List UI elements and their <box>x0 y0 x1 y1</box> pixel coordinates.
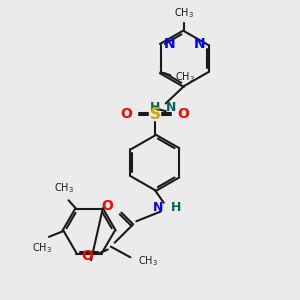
Text: O: O <box>178 107 189 121</box>
Text: N: N <box>194 37 205 51</box>
Text: H: H <box>171 201 181 214</box>
Text: N: N <box>166 101 176 114</box>
Text: CH$_3$: CH$_3$ <box>138 254 158 268</box>
Text: CH$_3$: CH$_3$ <box>174 6 194 20</box>
Text: H: H <box>149 101 160 114</box>
Text: O: O <box>81 249 93 263</box>
Text: CH$_3$: CH$_3$ <box>32 241 52 254</box>
Text: N: N <box>164 37 175 51</box>
Text: O: O <box>121 107 132 121</box>
Text: CH$_3$: CH$_3$ <box>175 70 195 84</box>
Text: S: S <box>149 106 161 122</box>
Text: O: O <box>101 199 113 213</box>
Text: N: N <box>152 201 163 214</box>
Text: CH$_3$: CH$_3$ <box>54 182 74 195</box>
